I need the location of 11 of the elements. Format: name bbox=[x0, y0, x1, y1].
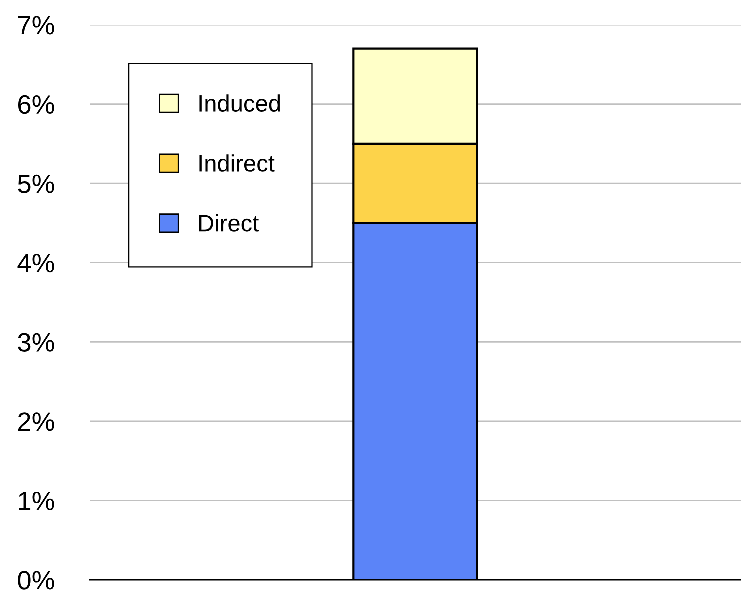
y-tick-label: 7% bbox=[18, 16, 54, 35]
y-tick-label: 6% bbox=[18, 95, 54, 114]
legend-label: Induced bbox=[200, 94, 280, 112]
legend-label: Direct bbox=[199, 214, 260, 232]
legend-label: Indirect bbox=[200, 154, 275, 172]
y-tick-label: 2% bbox=[18, 412, 54, 432]
y-tick-label: 4% bbox=[18, 254, 54, 273]
y-tick-label: 0% bbox=[18, 571, 54, 590]
y-tick-label: 5% bbox=[18, 174, 54, 194]
y-tick-label: 3% bbox=[18, 333, 54, 352]
y-tick-label: 1% bbox=[19, 492, 54, 510]
